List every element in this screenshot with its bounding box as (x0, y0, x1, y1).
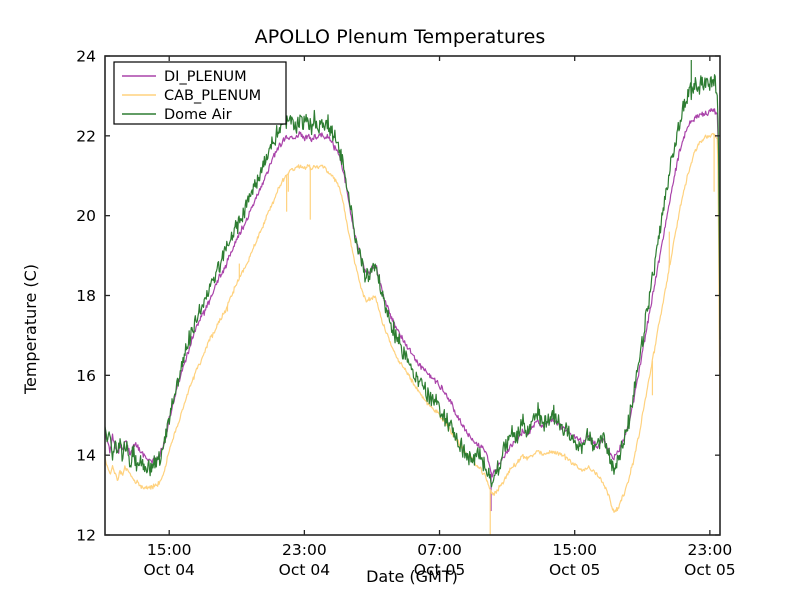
y-tick-label: 14 (76, 447, 96, 465)
x-tick-label-date: Oct 04 (279, 561, 330, 579)
legend-label: CAB_PLENUM (164, 88, 261, 104)
x-tick-label-time: 23:00 (282, 541, 327, 559)
series-line-cab-plenum (104, 132, 721, 513)
axes-frame (104, 55, 721, 536)
x-tick-label-date: Oct 05 (549, 561, 600, 579)
y-tick-label: 12 (76, 527, 96, 545)
y-axis-label: Temperature (C) (21, 264, 40, 395)
y-tick-label: 18 (76, 287, 96, 305)
y-tick-label: 20 (76, 207, 96, 225)
legend-label: DI_PLENUM (164, 69, 247, 85)
x-tick-label-date: Oct 05 (684, 561, 735, 579)
y-tick-label: 22 (76, 127, 96, 145)
series-line-dome air (104, 74, 721, 488)
y-tick-label: 16 (76, 367, 96, 385)
chart-title: APOLLO Plenum Temperatures (254, 26, 546, 48)
axes-group (104, 55, 721, 536)
series-group (104, 59, 721, 535)
x-tick-label-time: 15:00 (552, 541, 597, 559)
x-tick-label-time: 23:00 (688, 541, 733, 559)
x-axis-label: Date (GMT) (366, 567, 458, 586)
tick-marks-group (105, 55, 720, 536)
x-tick-label-time: 15:00 (147, 541, 192, 559)
x-tick-label-date: Oct 05 (414, 561, 465, 579)
y-tick-labels: 12 14 16 18 20 22 24 (76, 48, 96, 545)
chart-legend: DI_PLENUM CAB_PLENUM Dome Air (113, 61, 287, 125)
y-tick-label: 24 (76, 48, 96, 66)
legend-label: Dome Air (164, 107, 232, 123)
x-tick-labels: 15:00 Oct 04 23:00 Oct 04 07:00 Oct 05 15:00 Oc… (143, 541, 735, 579)
x-tick-label-time: 07:00 (417, 541, 462, 559)
x-tick-label-date: Oct 04 (143, 561, 194, 579)
series-line-di-plenum (104, 108, 721, 478)
